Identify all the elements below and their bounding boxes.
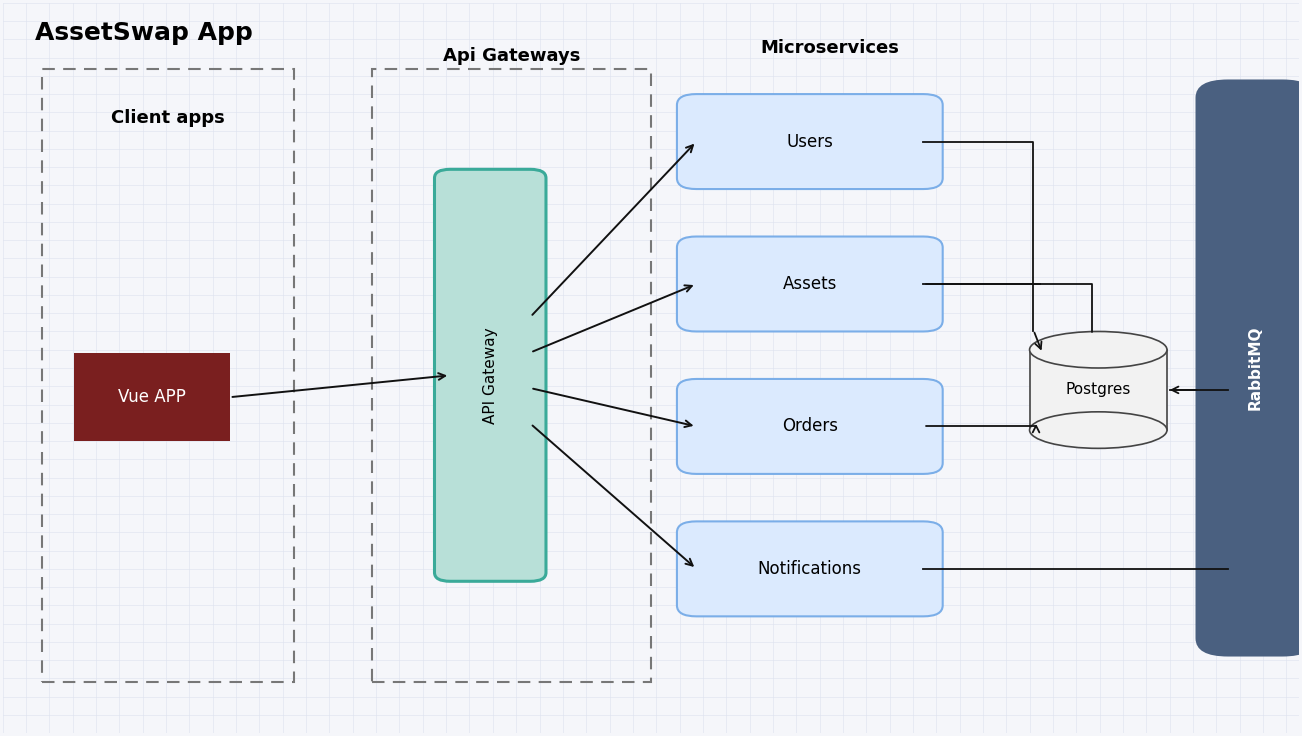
Ellipse shape [1030, 412, 1167, 448]
Ellipse shape [1030, 331, 1167, 368]
Text: RabbitMQ: RabbitMQ [1247, 326, 1263, 410]
FancyBboxPatch shape [677, 94, 943, 189]
Text: API Gateway: API Gateway [483, 327, 497, 424]
Text: Postgres: Postgres [1065, 383, 1131, 397]
Text: Vue APP: Vue APP [118, 388, 186, 406]
FancyBboxPatch shape [1195, 79, 1302, 657]
FancyBboxPatch shape [435, 169, 546, 581]
Text: Client apps: Client apps [111, 109, 225, 127]
Bar [1030, 350, 1167, 430]
Text: Orders: Orders [781, 417, 837, 436]
FancyBboxPatch shape [677, 236, 943, 331]
Text: Microservices: Microservices [760, 39, 900, 57]
FancyBboxPatch shape [677, 521, 943, 616]
Text: Assets: Assets [783, 275, 837, 293]
Text: Users: Users [786, 132, 833, 151]
FancyBboxPatch shape [677, 379, 943, 474]
FancyBboxPatch shape [74, 353, 229, 441]
Text: Api Gateways: Api Gateways [443, 47, 581, 65]
Text: AssetSwap App: AssetSwap App [35, 21, 253, 45]
Text: Notifications: Notifications [758, 560, 862, 578]
